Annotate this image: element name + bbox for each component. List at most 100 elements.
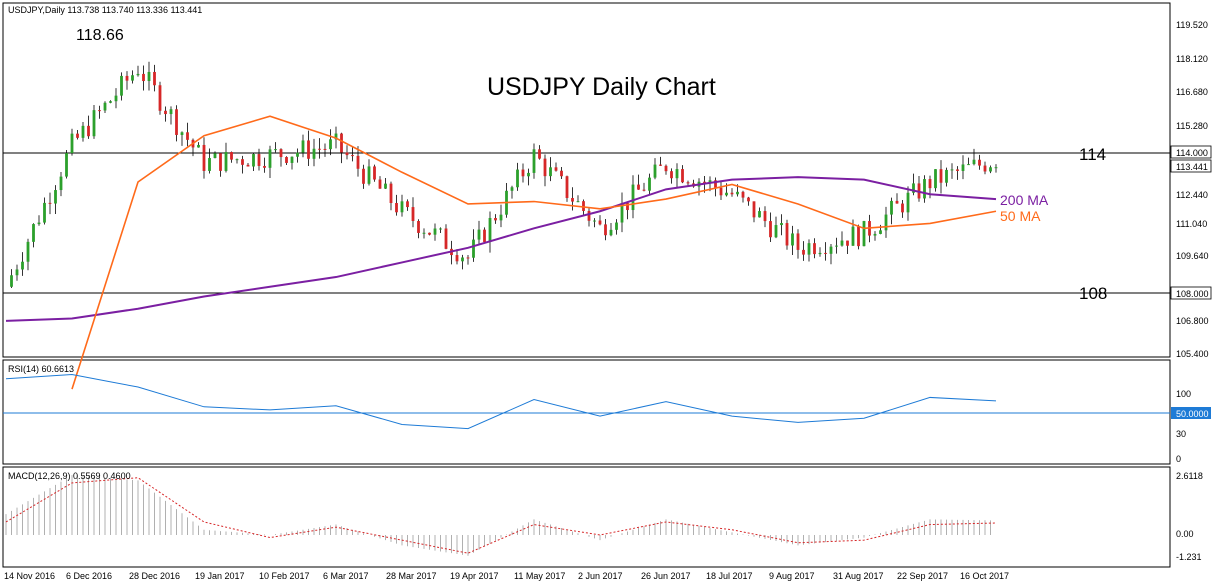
candle-body xyxy=(912,183,915,193)
macd-panel-frame xyxy=(2,466,1171,568)
price-tag-114: 114.000 xyxy=(1176,148,1208,158)
candle-body xyxy=(373,166,376,180)
candle-body xyxy=(604,224,607,236)
candle-body xyxy=(395,203,398,213)
x-tick: 22 Sep 2017 xyxy=(897,571,948,581)
candle-body xyxy=(367,166,371,184)
candle-body xyxy=(791,233,794,246)
candle-body xyxy=(785,223,789,246)
candle-body xyxy=(829,246,833,254)
candle-body xyxy=(527,172,530,177)
candle-body xyxy=(389,183,393,204)
macd-label: MACD(12,26,9) 0.5569 0.4600 xyxy=(8,471,131,481)
candle-body xyxy=(851,226,855,246)
candle-body xyxy=(329,139,332,150)
x-tick: 10 Feb 2017 xyxy=(259,571,310,581)
candle-body xyxy=(780,223,783,226)
candle-body xyxy=(263,165,266,168)
candle-body xyxy=(582,201,585,211)
x-tick: 26 Jun 2017 xyxy=(641,571,691,581)
candle-body xyxy=(648,177,651,191)
candle-body xyxy=(796,233,800,250)
x-tick: 2 Jun 2017 xyxy=(578,571,623,581)
candle-body xyxy=(125,75,129,81)
x-tick: 19 Apr 2017 xyxy=(450,571,499,581)
candle-body xyxy=(307,140,310,159)
candle-body xyxy=(956,169,959,171)
candle-body xyxy=(593,220,596,222)
candle-body xyxy=(989,167,992,172)
candle-body xyxy=(252,154,255,167)
candle-body xyxy=(241,159,244,165)
candle-body xyxy=(565,176,569,199)
candle-body xyxy=(208,158,211,171)
candle-body xyxy=(862,221,866,247)
candle-body xyxy=(136,73,140,76)
candle-body xyxy=(730,192,734,195)
price-tag-108-box xyxy=(1170,286,1212,300)
candle-body xyxy=(659,164,662,166)
candle-body xyxy=(752,201,756,218)
candle-body xyxy=(675,169,679,179)
candle-body xyxy=(175,109,178,135)
candle-body xyxy=(466,257,470,259)
candle-body xyxy=(807,243,811,255)
level-108-annotation: 108 xyxy=(1079,284,1107,303)
candle-body xyxy=(279,149,283,158)
candle-body xyxy=(32,224,35,242)
candle-body xyxy=(301,140,305,153)
candle-body xyxy=(499,214,503,221)
candle-body xyxy=(186,132,189,140)
candle-body xyxy=(362,168,365,184)
candle-body xyxy=(274,149,277,151)
candle-body xyxy=(340,133,343,153)
candle-body xyxy=(642,189,646,191)
candle-body xyxy=(763,211,767,222)
price-tick: 115.280 xyxy=(1176,121,1208,131)
candle-body xyxy=(312,148,316,159)
candle-body xyxy=(873,233,877,236)
price-tick: 112.440 xyxy=(1176,190,1208,200)
candle-body xyxy=(664,165,668,172)
candle-body xyxy=(21,261,24,270)
candle-body xyxy=(824,252,827,254)
candle-body xyxy=(219,153,222,171)
candle-body xyxy=(488,217,492,243)
candlestick-series xyxy=(10,61,998,289)
price-tick: 119.520 xyxy=(1176,20,1208,30)
candle-body xyxy=(879,230,882,234)
rsi-tick: 30 xyxy=(1176,429,1186,439)
candle-body xyxy=(180,132,184,135)
candle-body xyxy=(334,133,338,140)
price-panel-frame xyxy=(2,2,1171,358)
x-tick: 18 Jul 2017 xyxy=(706,571,753,581)
candle-body xyxy=(972,159,976,165)
candle-body xyxy=(318,148,321,150)
candle-body xyxy=(620,203,624,223)
candle-body xyxy=(637,184,640,190)
candle-body xyxy=(26,241,30,262)
candle-body xyxy=(114,95,118,102)
moving-averages xyxy=(5,115,997,390)
candle-body xyxy=(400,201,404,213)
candle-body xyxy=(213,153,217,159)
x-tick: 9 Aug 2017 xyxy=(769,571,815,581)
candle-body xyxy=(521,169,525,177)
candle-body xyxy=(846,240,849,246)
candle-body xyxy=(857,226,860,247)
candle-body xyxy=(939,169,943,183)
candle-body xyxy=(708,180,712,183)
candle-body xyxy=(884,214,888,231)
candle-body xyxy=(532,149,536,173)
candle-body xyxy=(43,202,46,223)
ma200-line xyxy=(5,176,997,322)
candle-body xyxy=(477,229,481,240)
candle-body xyxy=(802,249,805,255)
candle-body xyxy=(906,192,910,213)
price-tick: 109.640 xyxy=(1176,251,1209,261)
candle-body xyxy=(774,225,778,238)
price-tag-last-box xyxy=(1170,159,1212,173)
candle-body xyxy=(109,101,112,103)
candle-body xyxy=(444,228,448,249)
candle-body xyxy=(37,222,41,225)
